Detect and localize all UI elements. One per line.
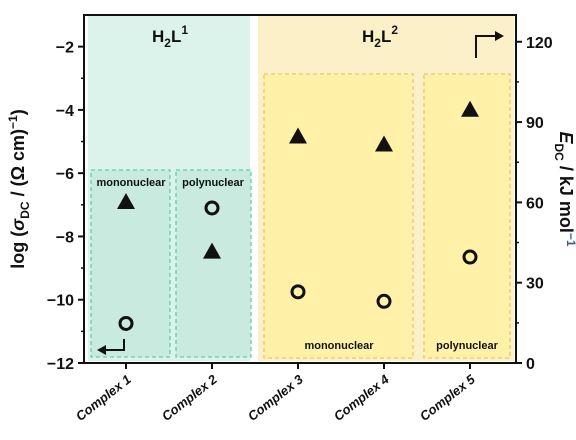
left-tick-label: −2 [56,40,74,57]
right-axis-arrowhead [495,31,504,41]
right-axis-title: EDC / kJ mol−1 [552,131,576,246]
right-tick-label: 0 [526,356,535,373]
category-label-4: Complex 4 [331,371,393,424]
sigma-point-2 [204,200,220,216]
energy-point-2 [203,242,221,259]
background-layer [88,16,514,361]
left-tick-label: −12 [47,356,74,373]
sigma-point-1 [118,315,134,331]
right-axis-arrow [475,35,496,58]
energy-point-3 [289,127,307,144]
sigma-point-4 [376,293,392,309]
category-label-2: Complex 2 [159,371,221,424]
sigma-point-5 [462,249,478,265]
left-axis-title: log (σDC / (Ω cm)−1) [6,109,32,268]
subgroup-label-2: polynuclear [182,177,244,189]
energy-point-4 [375,135,393,152]
left-axis-arrow [104,339,125,351]
right-tick-label: 120 [526,35,553,52]
subgroup-label-1: mononuclear [96,177,166,189]
energy-point-1 [117,193,135,210]
subgroup-box-2 [175,169,252,358]
category-label-3: Complex 3 [245,371,307,424]
right-tick-label: 60 [526,195,544,212]
category-label-5: Complex 5 [417,371,479,424]
left-tick-label: −4 [56,103,74,120]
left-tick-label: −8 [56,229,74,246]
subgroup-box-3 [263,73,414,359]
sigma-point-3 [290,284,306,300]
category-label-1: Complex 1 [73,372,134,424]
right-tick-label: 90 [526,115,544,132]
energy-point-5 [461,100,479,117]
group-title-2: H2L2 [362,23,398,50]
group-title-1: H2L1 [152,23,188,50]
subgroup-label-4: polynuclear [436,340,498,352]
subgroup-box-4 [423,73,511,359]
marks-layer [117,100,479,331]
left-axis-arrowhead [97,345,106,355]
right-tick-label: 30 [526,276,544,293]
subgroup-label-3: mononuclear [304,340,374,352]
axes-layer [78,14,522,369]
left-tick-label: −10 [47,293,74,310]
plot-frame [83,14,517,364]
left-tick-label: −6 [56,166,74,183]
